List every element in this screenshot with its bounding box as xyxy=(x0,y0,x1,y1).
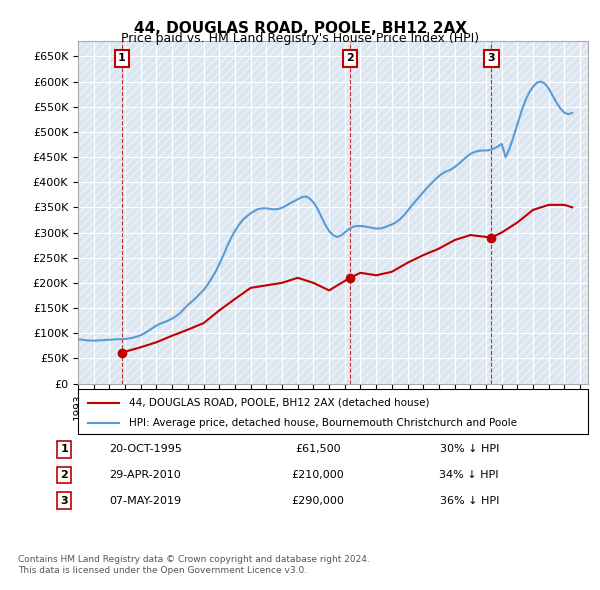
Bar xyxy=(572,41,576,384)
Bar xyxy=(400,41,404,384)
Bar xyxy=(149,41,152,384)
Bar xyxy=(313,41,317,384)
Bar xyxy=(384,41,388,384)
Bar xyxy=(541,41,545,384)
Text: HPI: Average price, detached house, Bournemouth Christchurch and Poole: HPI: Average price, detached house, Bour… xyxy=(129,418,517,428)
Bar xyxy=(431,41,435,384)
Bar xyxy=(361,41,364,384)
Bar xyxy=(423,41,427,384)
Bar xyxy=(321,41,325,384)
Bar xyxy=(141,41,145,384)
Bar xyxy=(188,41,192,384)
Bar xyxy=(486,41,490,384)
Bar xyxy=(455,41,458,384)
Bar xyxy=(157,41,160,384)
Bar xyxy=(251,41,254,384)
Bar xyxy=(117,41,121,384)
Bar xyxy=(337,41,341,384)
Bar xyxy=(78,41,82,384)
Bar xyxy=(235,41,239,384)
Bar xyxy=(219,41,223,384)
Bar xyxy=(94,41,98,384)
Bar xyxy=(109,41,113,384)
Bar xyxy=(525,41,529,384)
Bar xyxy=(259,41,262,384)
Bar xyxy=(86,41,90,384)
Text: £61,500: £61,500 xyxy=(295,444,341,454)
Text: 3: 3 xyxy=(488,54,496,63)
Text: 2: 2 xyxy=(346,54,354,63)
Bar xyxy=(172,41,176,384)
Bar xyxy=(196,41,200,384)
Text: £210,000: £210,000 xyxy=(292,470,344,480)
Bar xyxy=(549,41,553,384)
Text: Contains HM Land Registry data © Crown copyright and database right 2024.
This d: Contains HM Land Registry data © Crown c… xyxy=(18,556,370,575)
Text: 1: 1 xyxy=(118,54,126,63)
Bar xyxy=(290,41,294,384)
Bar xyxy=(376,41,380,384)
Bar xyxy=(345,41,349,384)
Bar xyxy=(101,41,106,384)
Bar xyxy=(274,41,278,384)
Bar xyxy=(180,41,184,384)
FancyBboxPatch shape xyxy=(78,389,588,434)
Bar xyxy=(557,41,560,384)
Text: 29-APR-2010: 29-APR-2010 xyxy=(109,470,181,480)
Bar xyxy=(164,41,168,384)
Bar xyxy=(203,41,208,384)
Bar xyxy=(407,41,412,384)
Bar xyxy=(447,41,451,384)
Bar xyxy=(463,41,466,384)
Bar xyxy=(470,41,474,384)
Bar xyxy=(125,41,129,384)
Text: 3: 3 xyxy=(61,496,68,506)
Bar xyxy=(282,41,286,384)
Bar xyxy=(565,41,568,384)
Text: 2: 2 xyxy=(61,470,68,480)
Bar xyxy=(305,41,310,384)
Text: 07-MAY-2019: 07-MAY-2019 xyxy=(109,496,181,506)
Bar xyxy=(533,41,537,384)
Bar xyxy=(227,41,231,384)
Bar xyxy=(517,41,521,384)
Bar xyxy=(494,41,498,384)
Bar xyxy=(478,41,482,384)
Text: 30% ↓ HPI: 30% ↓ HPI xyxy=(440,444,499,454)
Bar xyxy=(266,41,270,384)
Bar xyxy=(243,41,247,384)
Bar xyxy=(415,41,419,384)
Bar xyxy=(368,41,372,384)
Bar xyxy=(392,41,396,384)
Bar xyxy=(133,41,137,384)
Text: Price paid vs. HM Land Registry's House Price Index (HPI): Price paid vs. HM Land Registry's House … xyxy=(121,32,479,45)
Text: 34% ↓ HPI: 34% ↓ HPI xyxy=(439,470,499,480)
Text: 44, DOUGLAS ROAD, POOLE, BH12 2AX: 44, DOUGLAS ROAD, POOLE, BH12 2AX xyxy=(133,21,467,35)
Text: £290,000: £290,000 xyxy=(292,496,344,506)
Bar xyxy=(580,41,584,384)
Bar xyxy=(211,41,215,384)
Text: 44, DOUGLAS ROAD, POOLE, BH12 2AX (detached house): 44, DOUGLAS ROAD, POOLE, BH12 2AX (detac… xyxy=(129,398,430,408)
Bar xyxy=(298,41,302,384)
Bar xyxy=(509,41,514,384)
Text: 36% ↓ HPI: 36% ↓ HPI xyxy=(440,496,499,506)
Bar xyxy=(353,41,356,384)
Bar xyxy=(502,41,506,384)
Bar xyxy=(439,41,443,384)
Text: 1: 1 xyxy=(61,444,68,454)
Bar xyxy=(329,41,333,384)
Text: 20-OCT-1995: 20-OCT-1995 xyxy=(109,444,182,454)
